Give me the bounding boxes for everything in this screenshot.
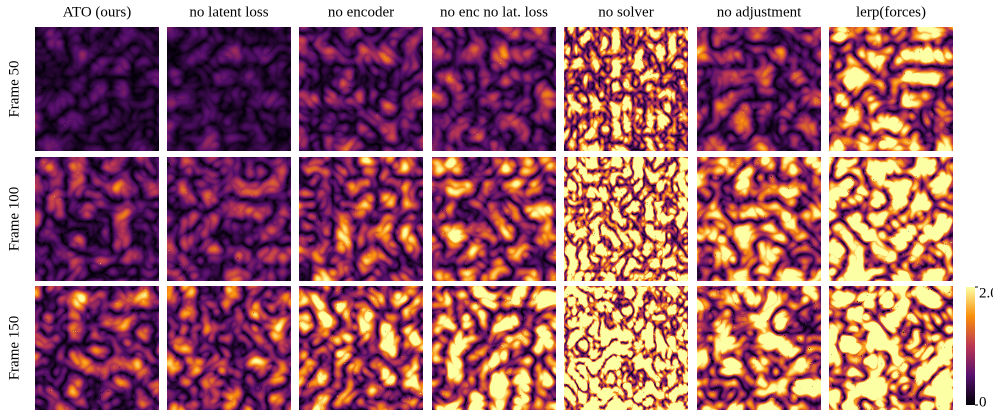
heatmap-panel — [432, 27, 556, 151]
heatmap-panel — [299, 27, 423, 151]
column-header: no enc no lat. loss — [440, 4, 548, 20]
row-label: Frame 100 — [6, 187, 22, 252]
heatmap-panel — [167, 27, 291, 151]
heatmap-panel — [35, 27, 159, 151]
heatmap-panel — [432, 286, 556, 410]
colorbar — [966, 287, 975, 405]
column-header: no encoder — [328, 4, 394, 20]
row-label: Frame 150 — [6, 316, 22, 381]
column-header: no solver — [598, 4, 653, 20]
column-header: no latent loss — [189, 4, 268, 20]
row-label: Frame 50 — [6, 60, 22, 117]
heatmap-panel — [697, 27, 821, 151]
heatmap-panel — [564, 157, 688, 281]
heatmap-panel — [829, 157, 953, 281]
column-header: lerp(forces) — [856, 4, 926, 20]
heatmap-panel — [564, 286, 688, 410]
heatmap-panel — [829, 27, 953, 151]
heatmap-panel — [167, 286, 291, 410]
heatmap-panel — [167, 157, 291, 281]
colorbar-tick-label: 0 — [979, 394, 987, 410]
heatmap-panel — [829, 286, 953, 410]
column-header: no adjustment — [717, 4, 802, 20]
heatmap-panel — [697, 157, 821, 281]
heatmap-panel — [564, 27, 688, 151]
column-header: ATO (ours) — [63, 4, 131, 20]
heatmap-panel — [299, 286, 423, 410]
colorbar-tick-label: 2.0 — [979, 285, 993, 301]
heatmap-panel — [35, 286, 159, 410]
heatmap-panel — [299, 157, 423, 281]
heatmap-panel — [432, 157, 556, 281]
heatmap-panel — [35, 157, 159, 281]
heatmap-panel — [697, 286, 821, 410]
